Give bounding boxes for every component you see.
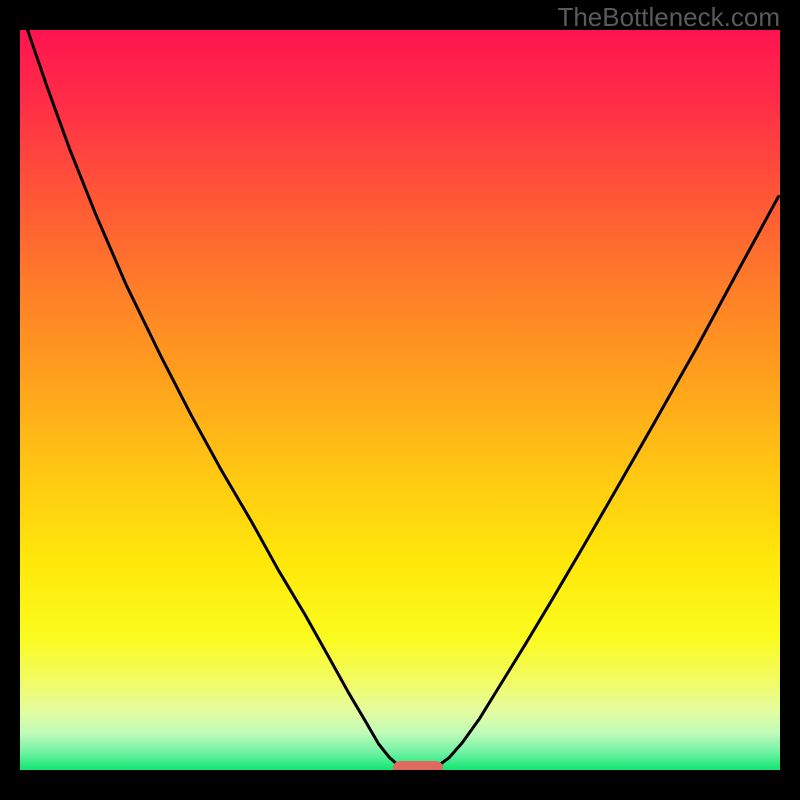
chart-container: TheBottleneck.com (0, 0, 800, 800)
bottleneck-marker (393, 761, 443, 770)
curve-path (28, 30, 779, 769)
watermark-text: TheBottleneck.com (557, 2, 780, 33)
bottleneck-curve (20, 30, 780, 770)
plot-area (20, 30, 780, 770)
